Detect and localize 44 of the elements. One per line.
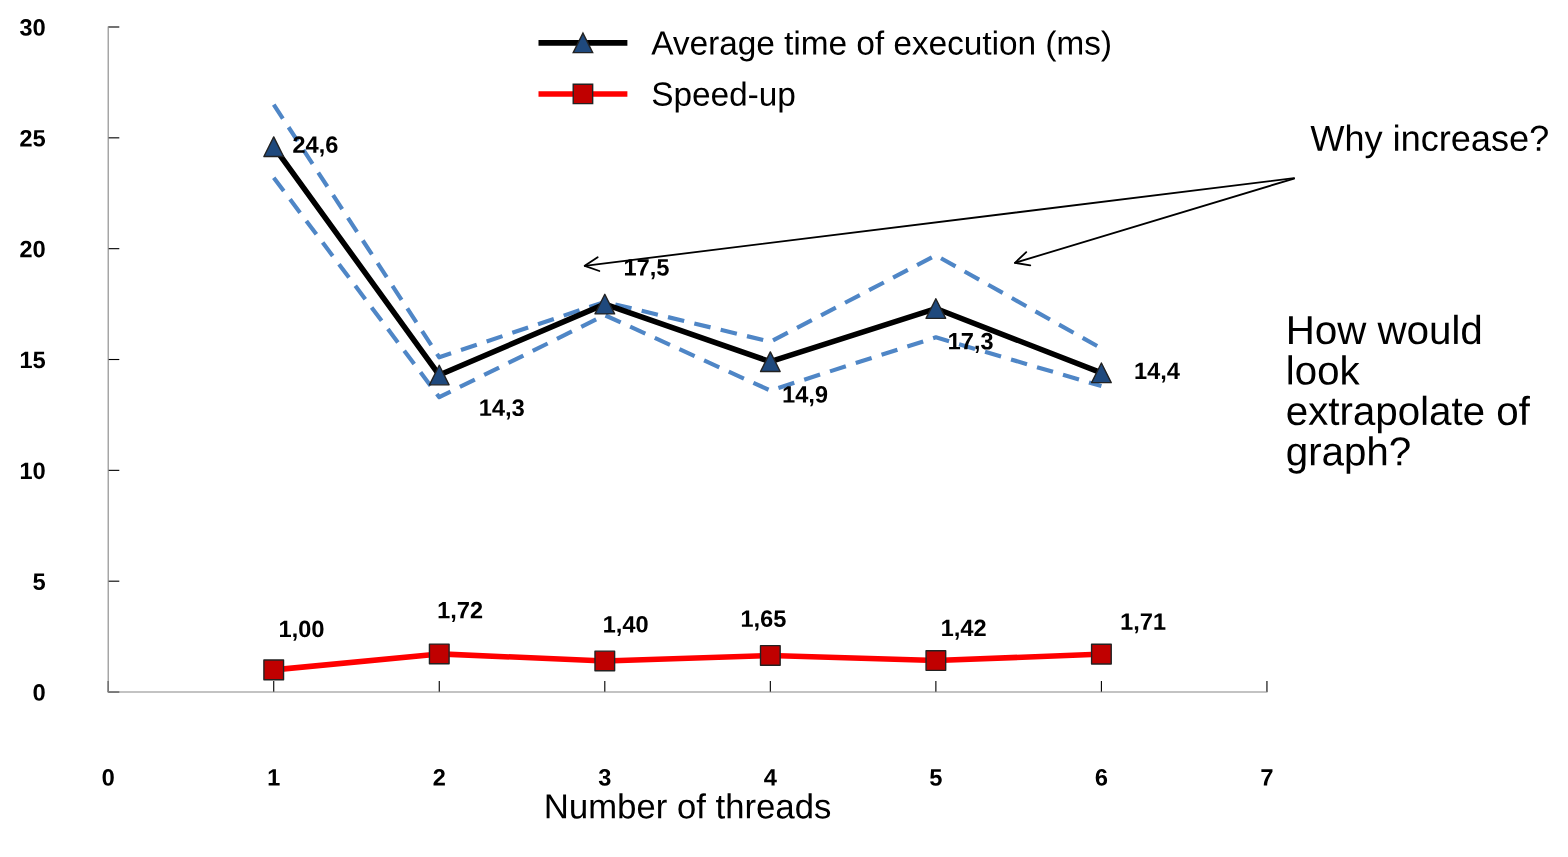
point	[925, 298, 947, 320]
point	[263, 136, 285, 158]
y-tick-label: 5	[33, 573, 46, 590]
x-tick-label: 7	[1261, 769, 1273, 786]
y-tick-label: 25	[20, 129, 46, 147]
x-axis-title: Number of threads	[546, 793, 831, 819]
text: Why increase?	[1310, 124, 1548, 159]
point	[1090, 362, 1112, 384]
point	[594, 650, 616, 672]
y-tick-label: 30	[19, 19, 45, 36]
legend-label: Speed-up	[652, 81, 795, 113]
point	[925, 650, 947, 672]
data-label: 14,9	[783, 386, 828, 407]
y-tick-label: 15	[20, 351, 46, 369]
point	[759, 644, 781, 666]
data-label: 1,42	[942, 619, 986, 640]
point	[1090, 643, 1112, 665]
data-label: 14,4	[1135, 362, 1180, 383]
x-tick-label: 6	[1095, 769, 1108, 786]
point	[263, 659, 285, 681]
x-tick-label: 2	[433, 769, 445, 786]
point	[759, 351, 781, 373]
data-label: 14,3	[480, 399, 524, 420]
data-label: 1,65	[741, 610, 786, 631]
x-tick-label: 0	[102, 769, 114, 786]
x-tick-label: 1	[268, 769, 280, 786]
data-label: 24,6	[293, 136, 338, 157]
legend-label: Average time of execution (ms)	[651, 30, 1110, 62]
data-label: 1,00	[280, 620, 324, 641]
data-label: 1,40	[604, 615, 648, 637]
y-tick-label: 10	[20, 462, 45, 480]
data-label: 17,5	[624, 259, 669, 280]
point	[428, 643, 450, 665]
data-label: 1,72	[438, 601, 483, 622]
y-tick-label: 20	[20, 240, 45, 258]
x-tick-label: 5	[930, 769, 942, 786]
x-tick-label: 3	[598, 769, 611, 786]
point	[428, 364, 450, 386]
x-tick-label: 4	[764, 769, 777, 786]
y-tick-label: 0	[33, 684, 45, 701]
data-label: 17,3	[949, 332, 993, 354]
point	[594, 293, 616, 315]
text: How would look extrapolate of graph?	[1287, 314, 1530, 474]
data-label: 1,71	[1121, 613, 1166, 634]
